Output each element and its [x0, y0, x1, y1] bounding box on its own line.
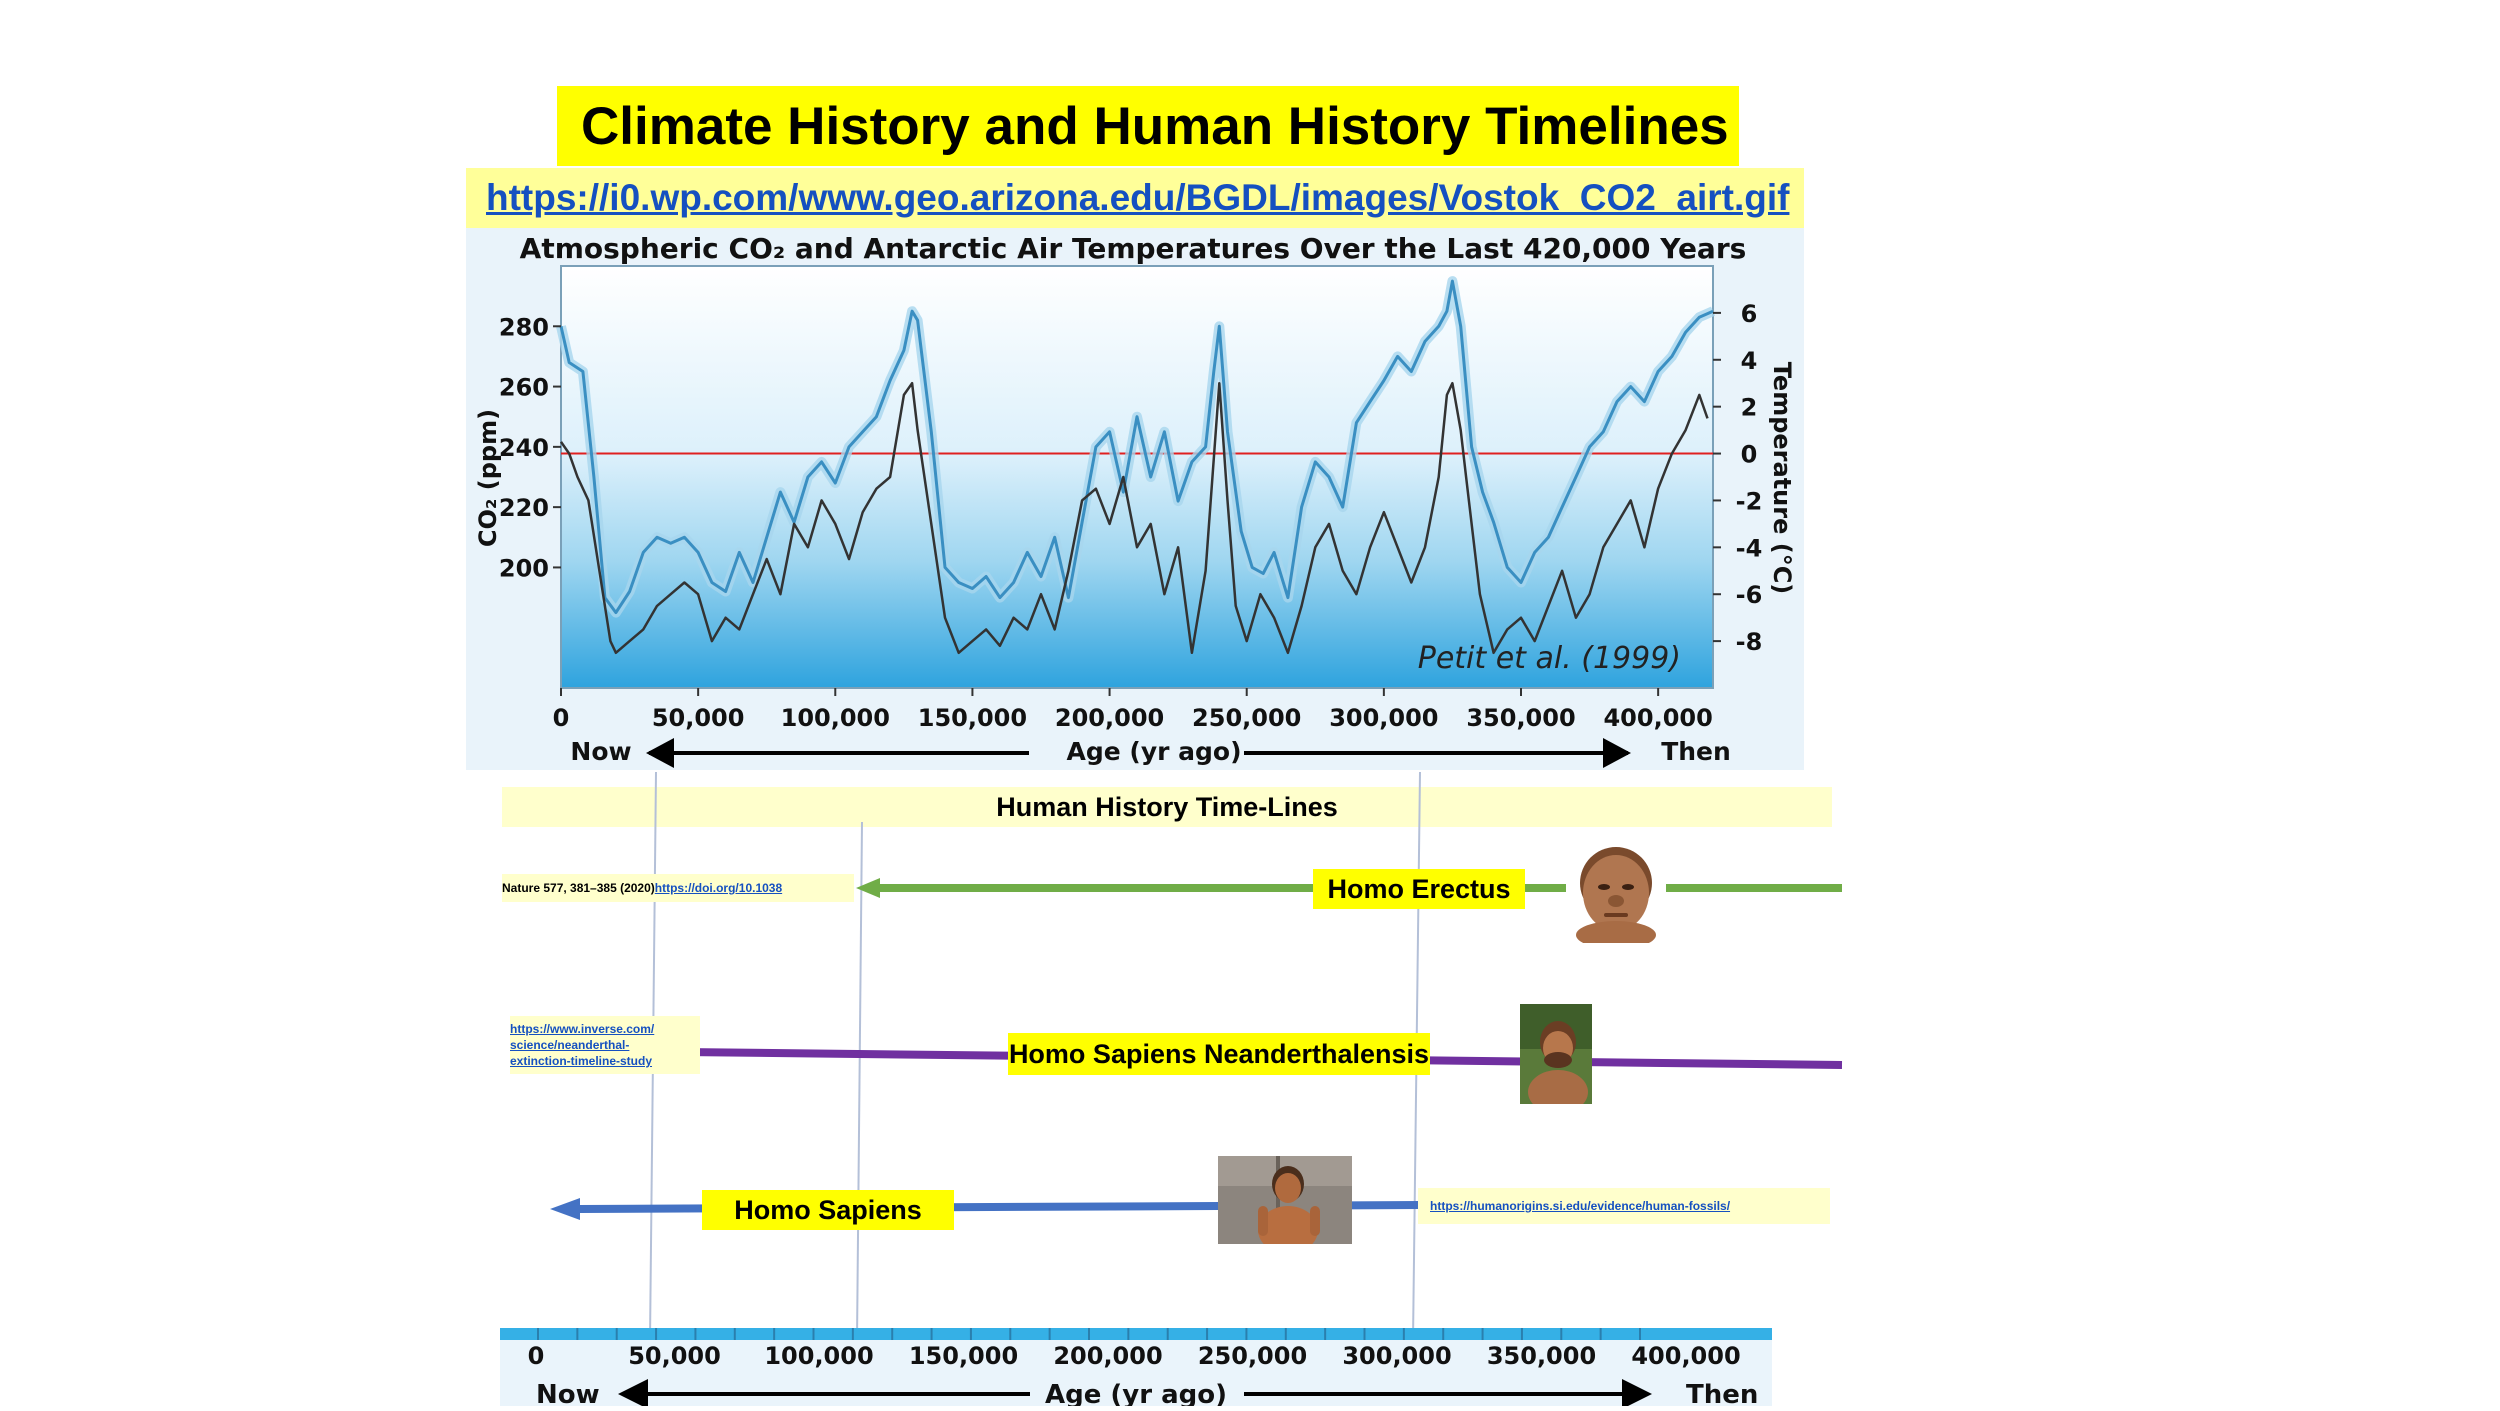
- neanderthal-ref: https://www.inverse.com/ science/neander…: [510, 1016, 700, 1074]
- x-arrow-left-head: [646, 738, 674, 768]
- human-history-heading: Human History Time-Lines: [502, 787, 1832, 827]
- bottom-age-axis: Now Then Age (yr ago) 0 50,000 100,000 150,…: [500, 1328, 1772, 1410]
- chart-title: Atmospheric CO₂ and Antarctic Air Temper…: [520, 232, 1747, 265]
- neanderthal-label: Homo Sapiens Neanderthalensis: [1008, 1033, 1430, 1075]
- homo-sapiens-figure-image: [1218, 1156, 1352, 1244]
- homo-sapiens-label: Homo Sapiens: [702, 1190, 954, 1230]
- neanderthal-figure-image: [1520, 1004, 1592, 1104]
- x-tick-label: 0: [553, 704, 570, 732]
- homo-erectus-photo: [1566, 843, 1666, 943]
- neanderthal-ref-link-line-2[interactable]: science/neanderthal-: [510, 1038, 630, 1052]
- vostok-chart-panel: Atmospheric CO₂ and Antarctic Air Temper…: [466, 228, 1804, 770]
- page-title: Climate History and Human History Timeli…: [557, 86, 1739, 166]
- x-then-label: Then: [1661, 737, 1731, 766]
- vostok-chart: Atmospheric CO₂ and Antarctic Air Temper…: [466, 228, 1804, 770]
- homo-erectus-face-image: [1566, 843, 1666, 943]
- bottom-now-label: Now: [536, 1380, 600, 1406]
- y-right-tick-label: 6: [1741, 300, 1758, 328]
- bottom-axis-tick-label: 400,000: [1631, 1342, 1740, 1370]
- y-right-tick-label: -2: [1736, 487, 1763, 515]
- homo-erectus-arrowhead: [856, 878, 880, 898]
- y-right-tick-label: -8: [1736, 628, 1763, 656]
- y-left-tick-label: 280: [499, 313, 549, 341]
- y-axis-left-label: CO₂ (ppm): [474, 409, 502, 547]
- homo-sapiens-photo: [1218, 1156, 1352, 1244]
- y-axis-right-label: Temperature (°C): [1768, 362, 1796, 595]
- x-now-label: Now: [570, 737, 631, 766]
- temperature-series-line: [559, 381, 1709, 655]
- x-tick-label: 150,000: [918, 704, 1027, 732]
- homo-erectus-label: Homo Erectus: [1313, 869, 1525, 909]
- neanderthal-ref-link-line-1[interactable]: https://www.inverse.com/: [510, 1022, 655, 1036]
- x-tick-label: 300,000: [1329, 704, 1438, 732]
- homo-sapiens-ref: https://humanorigins.si.edu/evidence/hum…: [1418, 1188, 1830, 1224]
- y-left-tick-label: 200: [499, 554, 549, 582]
- x-arrow-right-head: [1603, 738, 1631, 768]
- homo-erectus-ref-text: Nature 577, 381–385 (2020): [502, 881, 655, 895]
- bottom-arrow-right-head: [1622, 1379, 1652, 1409]
- bottom-axis-tick-label: 0: [528, 1342, 545, 1370]
- neanderthal-ref-link-line-3[interactable]: extinction-timeline-study: [510, 1054, 653, 1068]
- y-right-tick-label: -6: [1736, 581, 1763, 609]
- bottom-then-label: Then: [1686, 1380, 1758, 1406]
- bottom-axis-tick-label: 250,000: [1198, 1342, 1307, 1370]
- bottom-axis-tick-label: 100,000: [764, 1342, 873, 1370]
- bottom-axis-bar: [500, 1328, 1772, 1340]
- y-right-tick-label: 4: [1741, 347, 1758, 375]
- y-left-tick-label: 260: [499, 374, 549, 402]
- x-tick-label: 250,000: [1192, 704, 1301, 732]
- bottom-axis-tick-label: 150,000: [909, 1342, 1018, 1370]
- source-url-link[interactable]: https://i0.wp.com/www.geo.arizona.edu/BG…: [466, 168, 1804, 228]
- y-right-tick-label: 0: [1741, 441, 1758, 469]
- neanderthal-photo: [1520, 1004, 1592, 1104]
- homo-erectus-ref: Nature 577, 381–385 (2020) https://doi.o…: [502, 874, 854, 902]
- guide-line-100k: [856, 821, 863, 1341]
- homo-sapiens-ref-link[interactable]: https://humanorigins.si.edu/evidence/hum…: [1430, 1199, 1731, 1213]
- y-right-tick-label: -4: [1736, 534, 1763, 562]
- bottom-axis-graphic: Now Then Age (yr ago) 0 50,000 100,000 150,…: [500, 1328, 1772, 1410]
- bottom-axis-tick-label: 50,000: [628, 1342, 721, 1370]
- homo-erectus-ref-link[interactable]: https://doi.org/10.1038: [654, 881, 783, 895]
- x-tick-label: 400,000: [1603, 704, 1712, 732]
- bottom-axis-tick-label: 200,000: [1053, 1342, 1162, 1370]
- homo-sapiens-arrowhead: [550, 1198, 580, 1220]
- y-left-tick-label: 240: [499, 434, 549, 462]
- bottom-axis-tick-label: 300,000: [1342, 1342, 1451, 1370]
- bottom-axis-tick-label: 350,000: [1487, 1342, 1596, 1370]
- co2-series-line: [559, 279, 1714, 615]
- bottom-arrow-left-head: [618, 1379, 648, 1409]
- x-tick-label: 350,000: [1466, 704, 1575, 732]
- x-tick-label: 200,000: [1055, 704, 1164, 732]
- attribution-label: Petit et al. (1999): [1418, 641, 1681, 676]
- bottom-xlabel: Age (yr ago): [1045, 1380, 1227, 1406]
- x-axis-label: Age (yr ago): [1066, 737, 1241, 766]
- y-right-tick-label: 2: [1741, 394, 1758, 422]
- y-left-tick-label: 220: [499, 494, 549, 522]
- x-tick-label: 100,000: [781, 704, 890, 732]
- x-tick-label: 50,000: [652, 704, 745, 732]
